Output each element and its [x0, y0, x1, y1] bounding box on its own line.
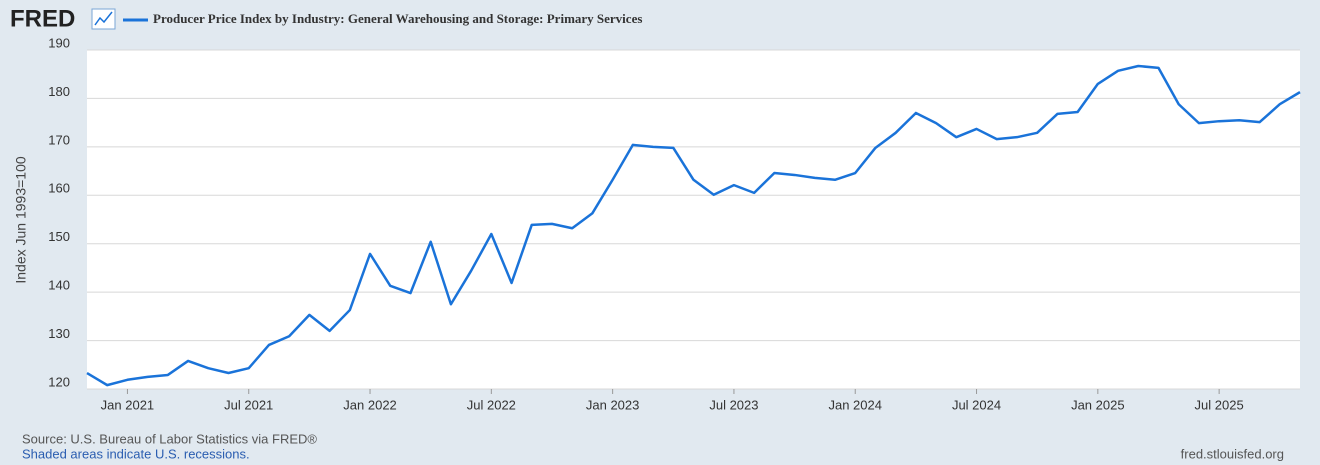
y-tick-label: 150 [48, 229, 70, 244]
logo: FRED [10, 5, 75, 32]
y-tick-label: 140 [48, 278, 70, 293]
x-tick-label: Jan 2022 [343, 397, 397, 412]
x-tick-label: Jan 2025 [1071, 397, 1125, 412]
x-tick-label: Jan 2023 [586, 397, 640, 412]
logo-icon-line [94, 11, 113, 26]
x-tick-label: Jul 2023 [709, 397, 758, 412]
x-tick-label: Jan 2024 [828, 397, 882, 412]
note: Shaded areas indicate U.S. recessions. [22, 446, 250, 461]
legend-label: Producer Price Index by Industry: Genera… [153, 11, 642, 26]
plot-area [87, 50, 1300, 389]
y-tick-label: 190 [48, 35, 70, 50]
y-tick-label: 170 [48, 132, 70, 147]
x-tick-label: Jan 2021 [101, 397, 155, 412]
y-tick-label: 180 [48, 84, 70, 99]
y-tick-label: 120 [48, 374, 70, 389]
source: Source: U.S. Bureau of Labor Statistics … [22, 431, 317, 446]
logo-icon [91, 8, 116, 30]
y-tick-label: 130 [48, 326, 70, 341]
credit: fred.stlouisfed.org [1181, 446, 1284, 461]
data-line [86, 64, 1301, 387]
x-tick-label: Jul 2021 [224, 397, 273, 412]
x-tick-label: Jul 2022 [467, 397, 516, 412]
x-tick-label: Jul 2025 [1195, 397, 1244, 412]
x-tick-label: Jul 2024 [952, 397, 1001, 412]
y-tick-label: 160 [48, 181, 70, 196]
y-axis-label: Index Jun 1993=100 [13, 156, 29, 283]
